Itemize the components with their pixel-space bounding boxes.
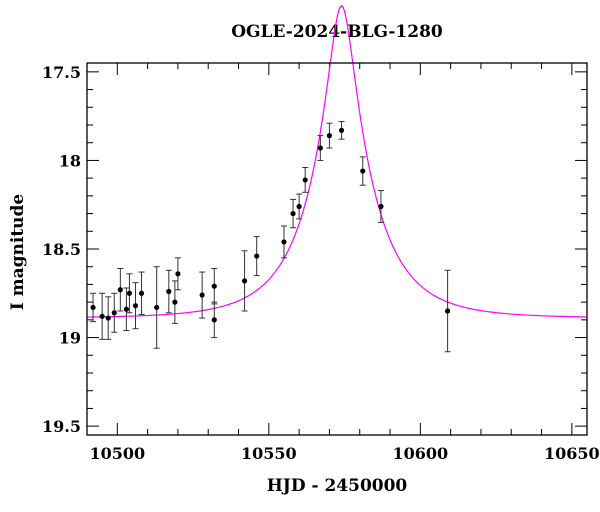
data-point xyxy=(317,145,323,151)
y-axis-label: I magnitude xyxy=(8,193,28,311)
data-point xyxy=(254,253,260,259)
y-tick-label: 18 xyxy=(59,151,81,170)
data-point xyxy=(132,303,139,309)
y-tick-label: 19.5 xyxy=(42,417,81,436)
data-point xyxy=(326,133,333,139)
data-point xyxy=(154,304,160,311)
data-point xyxy=(105,315,111,321)
data-point xyxy=(123,306,129,312)
data-point xyxy=(211,283,217,289)
data-point xyxy=(138,290,145,296)
data-point xyxy=(90,304,96,311)
data-points-group xyxy=(90,120,451,353)
y-tick-label: 17.5 xyxy=(42,63,81,82)
x-tick-label: 10500 xyxy=(89,444,145,463)
axis-ticks xyxy=(86,63,587,435)
data-point xyxy=(99,313,105,319)
data-point xyxy=(302,177,308,183)
model-curve xyxy=(86,4,588,318)
data-point xyxy=(290,210,296,217)
data-point xyxy=(338,127,345,133)
data-point xyxy=(172,299,178,305)
data-point xyxy=(126,290,133,296)
data-point xyxy=(360,168,366,174)
data-point xyxy=(296,203,302,210)
data-point xyxy=(211,317,217,323)
x-tick-label: 10650 xyxy=(544,444,600,463)
data-point xyxy=(175,271,181,277)
y-tick-label: 18.5 xyxy=(42,240,81,259)
data-point xyxy=(199,292,205,298)
data-point xyxy=(281,239,287,245)
data-point xyxy=(166,288,172,295)
data-point xyxy=(111,310,117,316)
model-curve-group xyxy=(86,4,588,318)
plot-frame xyxy=(86,62,588,436)
x-tick-label: 10550 xyxy=(241,444,297,463)
x-tick-label: 10600 xyxy=(392,444,448,463)
chart-title: OGLE-2024-BLG-1280 xyxy=(231,22,443,42)
x-axis-label: HJD - 2450000 xyxy=(266,476,408,496)
data-point xyxy=(241,278,248,284)
y-tick-label: 19 xyxy=(59,329,81,348)
data-point xyxy=(117,287,123,293)
data-point xyxy=(445,308,451,314)
tick-labels: 10500 10550 10600 10650 17.5 18 18.5 19 19.5 xyxy=(42,63,600,463)
data-point xyxy=(378,203,384,210)
